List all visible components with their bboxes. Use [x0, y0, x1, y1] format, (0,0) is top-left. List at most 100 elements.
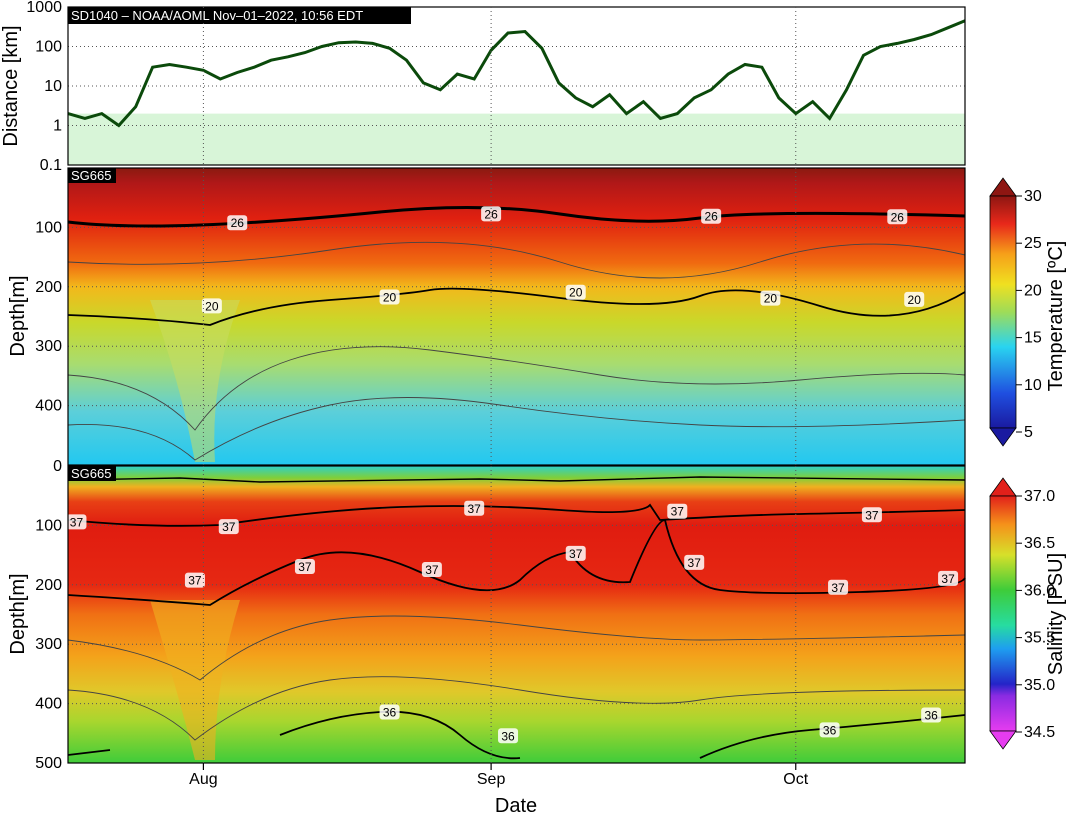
salinity-contour-36 [67, 710, 966, 760]
contour-label-bg [218, 519, 239, 535]
distance-banner-bg [68, 7, 411, 24]
distance-line [67, 19, 966, 128]
distance-panel: SD1040 – NOAA/AOML Nov–01–2022, 10:56 ED… [0, 0, 966, 174]
contour-label: 36 [501, 729, 515, 743]
colorbar-tick-label: 5 [1024, 424, 1033, 441]
depth-y-tick: 400 [35, 696, 62, 713]
contour-label: 37 [865, 508, 879, 522]
contour-label-bg [819, 722, 840, 738]
distance-band [68, 113, 965, 165]
contour-label-bg [938, 570, 959, 586]
depth-y-tick: 200 [35, 279, 62, 296]
temperature-panel: 26 26 26 26 20 20 20 20 20 SG665 100 200 300 400 De… [7, 167, 966, 466]
contour-label: 26 [704, 210, 718, 224]
contour-label-bg [379, 704, 400, 720]
contour-label: 37 [941, 572, 955, 586]
contour-label-bg [565, 545, 586, 561]
depth-y-tick: 0 [53, 458, 62, 475]
salinity-colorbar-ticks: 34.5 35.0 35.5 36.0 36.5 37.0 [1016, 488, 1055, 741]
contour-label-bg [921, 707, 942, 723]
contour-label: 20 [569, 286, 583, 300]
salinity-colorbar-label: Salinity [PSU] [1045, 553, 1067, 675]
contour-label: 20 [205, 299, 219, 313]
distance-y-tick: 1000 [26, 0, 62, 16]
contour-label-bg [828, 579, 849, 595]
salinity-colorbar-bottom-arrow [989, 730, 1017, 750]
colorbar-tick-label: 10 [1024, 377, 1042, 394]
salinity-banner: SG665 [71, 466, 111, 481]
colorbar-tick-label: 36.0 [1024, 582, 1055, 599]
depth-y-tick: 400 [35, 398, 62, 415]
salinity-colorbar-top-arrow [989, 477, 1017, 497]
temperature-contour-20 [67, 287, 966, 326]
temperature-colorbar-bar [989, 195, 1017, 429]
salinity-contour-thin-2 [67, 676, 966, 741]
salinity-contour-labels: 37 37 37 37 37 37 37 37 37 37 37 37 36 36 36 36 [66, 500, 959, 744]
colorbar-tick-label: 20 [1024, 282, 1042, 299]
salinity-colorbar: 34.5 35.0 35.5 36.0 36.5 37.0 Salinity [PSU] [989, 477, 1067, 750]
contour-label: 37 [569, 547, 583, 561]
x-tick-label: Aug [189, 771, 217, 788]
distance-y-tick: 10 [44, 78, 62, 95]
colorbar-tick-label: 34.5 [1024, 724, 1055, 741]
contour-label: 37 [425, 563, 439, 577]
depth-y-tick: 100 [35, 517, 62, 534]
contour-label: 37 [688, 556, 702, 570]
temperature-y-ticks: 100 200 300 400 [35, 219, 62, 414]
depth-y-tick: 100 [35, 219, 62, 236]
contour-label: 20 [764, 292, 778, 306]
salinity-y-label: Depth[m] [7, 573, 29, 654]
distance-banner: SD1040 – NOAA/AOML Nov–01–2022, 10:56 ED… [71, 8, 363, 23]
temperature-banner-bg [68, 168, 116, 183]
distance-y-tick: 100 [35, 39, 62, 56]
temperature-frame [67, 167, 966, 466]
depth-y-tick: 300 [35, 338, 62, 355]
salinity-contour-surface [67, 476, 966, 483]
contour-label: 37 [188, 574, 202, 588]
contour-label-bg [464, 500, 485, 516]
salinity-grid [68, 524, 965, 705]
contour-label-bg [294, 558, 315, 574]
temperature-colorbar: 5 10 15 20 25 30 Temperature [ºC] [989, 177, 1067, 447]
x-axis-ticks: Aug Sep Oct [189, 7, 809, 788]
temperature-banner: SG665 [71, 168, 111, 183]
contour-label: 37 [222, 520, 236, 534]
contour-label-bg [904, 291, 925, 307]
colorbar-tick-label: 30 [1024, 188, 1042, 205]
distance-y-tick: 0.1 [40, 157, 62, 174]
salinity-frame [67, 465, 966, 764]
contour-label: 37 [70, 515, 84, 529]
salinity-banner-bg [68, 466, 116, 481]
contour-label: 26 [484, 207, 498, 221]
contour-label: 37 [468, 502, 482, 516]
contour-label: 36 [924, 708, 938, 722]
contour-label-bg [201, 298, 222, 314]
contour-label: 20 [908, 293, 922, 307]
salinity-contour-thin-1 [67, 615, 966, 681]
contour-label: 37 [298, 560, 312, 574]
salinity-panel: 37 37 37 37 37 37 37 37 37 37 37 37 36 36 36 36 SG665 0… [7, 458, 966, 772]
contour-label: 26 [231, 216, 245, 230]
colorbar-tick-label: 37.0 [1024, 488, 1055, 505]
contour-label-bg [481, 206, 502, 222]
salinity-warm-plume [150, 600, 240, 760]
temperature-colorbar-ticks: 5 10 15 20 25 30 [1016, 188, 1042, 441]
contour-label-bg [498, 728, 519, 744]
contour-label-bg [66, 514, 87, 530]
distance-y-ticks: 0.1 1 10 100 1000 [26, 0, 62, 174]
x-tick-label: Sep [477, 771, 506, 788]
temperature-colorbar-bottom-arrow [989, 427, 1017, 447]
x-axis-label: Date [495, 795, 537, 817]
contour-label-bg [701, 208, 722, 224]
contour-label-bg [887, 209, 908, 225]
temperature-colorbar-label: Temperature [ºC] [1045, 241, 1067, 392]
contour-label: 37 [671, 505, 685, 519]
contour-label-bg [684, 554, 705, 570]
salinity-colorbar-bar [989, 495, 1017, 732]
contour-label-bg [184, 572, 205, 588]
colorbar-tick-label: 36.5 [1024, 535, 1055, 552]
colorbar-tick-label: 25 [1024, 235, 1042, 252]
salinity-y-ticks: 0 100 200 300 400 500 [35, 458, 62, 772]
temperature-contour-thin-1 [67, 241, 966, 279]
